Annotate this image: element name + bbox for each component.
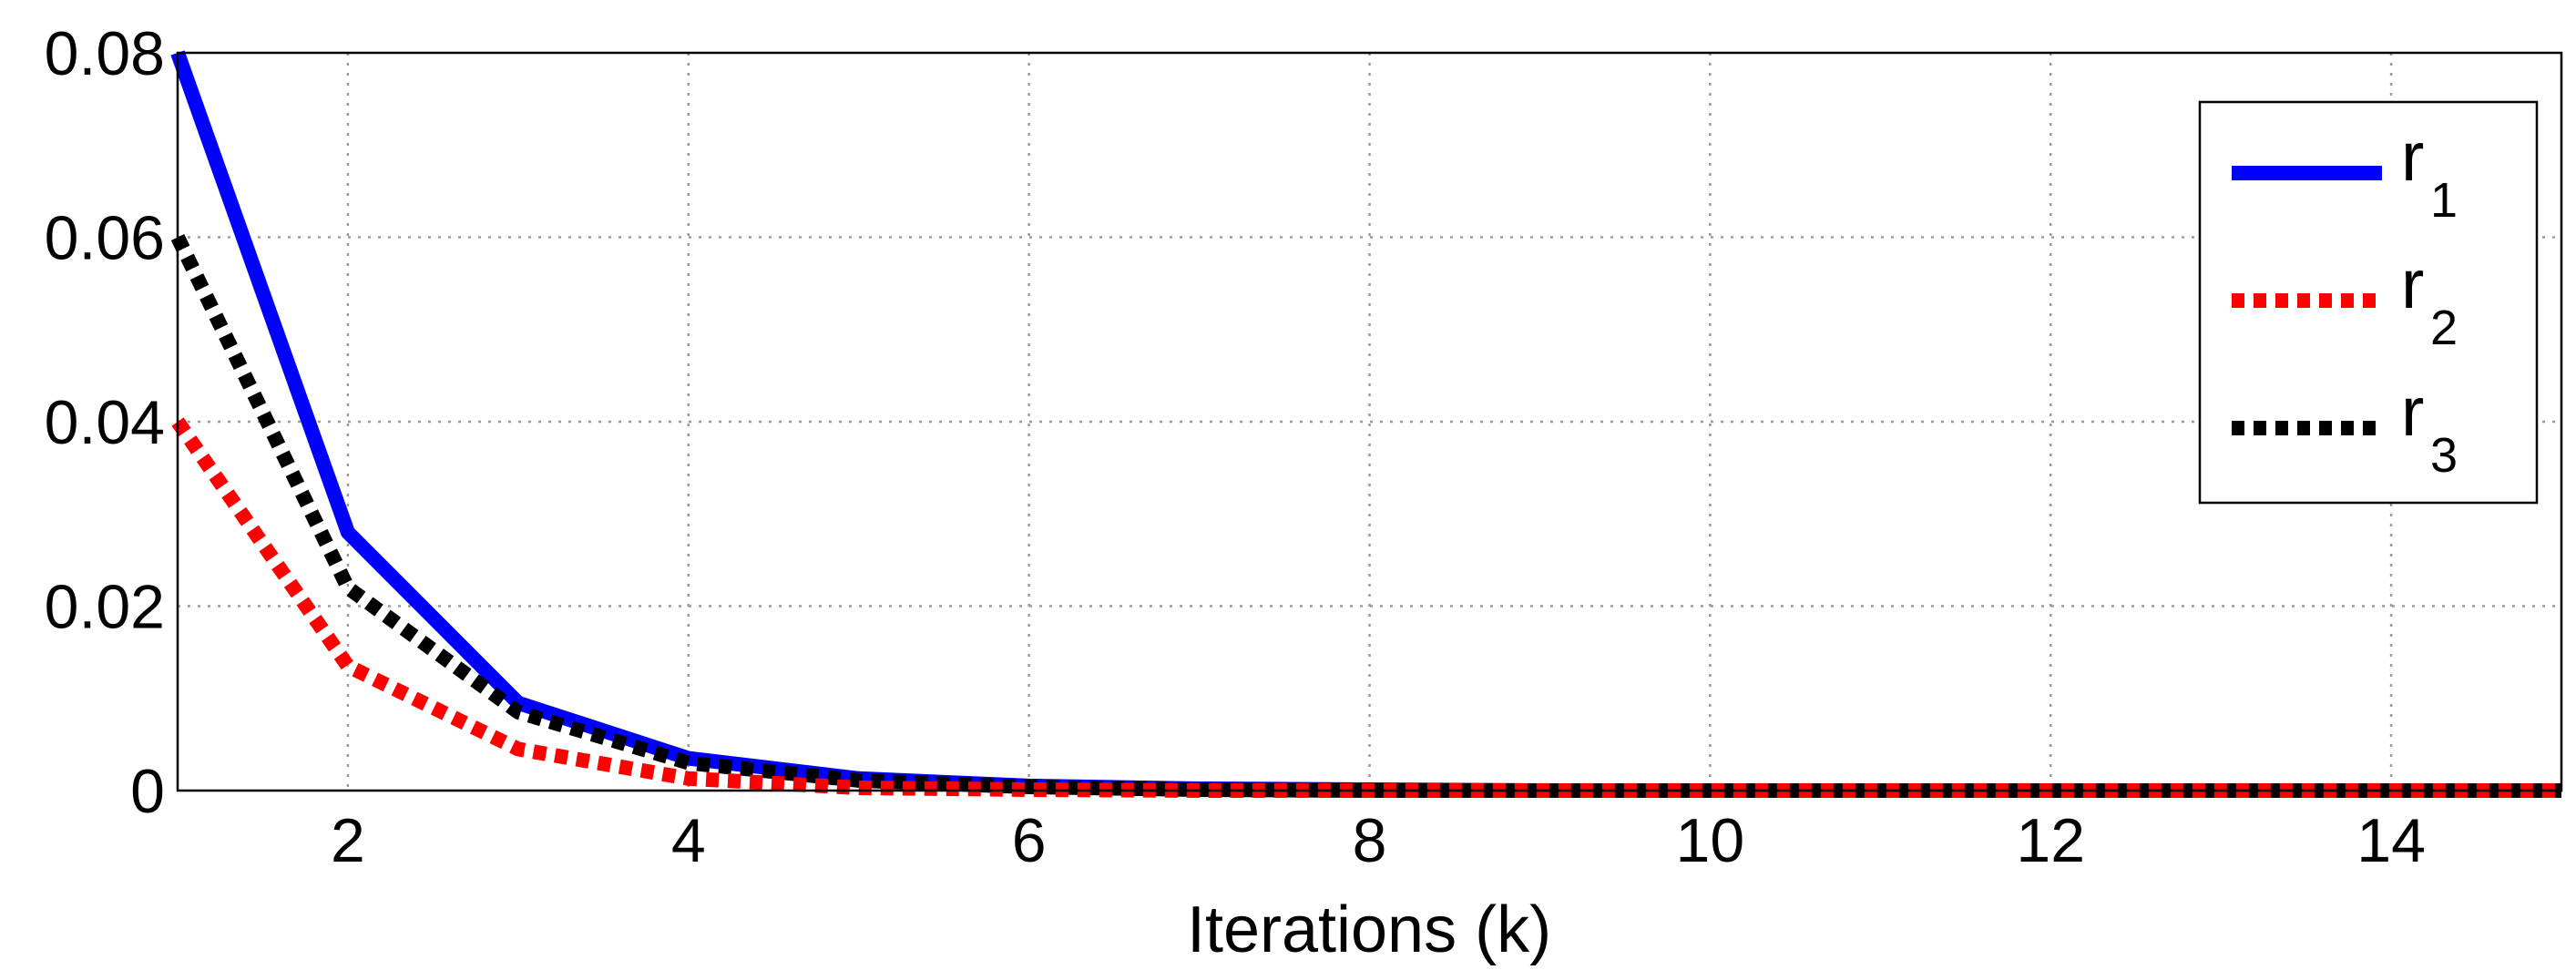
y-tick-label: 0.08: [45, 19, 165, 88]
legend-label-r2: r: [2401, 246, 2424, 323]
y-tick-label: 0: [130, 757, 165, 826]
legend-subscript-r1: 1: [2430, 173, 2458, 228]
x-tick-label: 12: [2016, 806, 2085, 875]
tick-labels: 2 4 6 8 10 12 14 0 0.02 0.04 0.06 0.08: [45, 19, 2426, 875]
y-tick-label: 0.04: [45, 388, 165, 457]
x-tick-label: 6: [1012, 806, 1047, 875]
plot-frame: [176, 51, 2563, 792]
x-axis-label: Iterations (k): [1187, 893, 1551, 966]
x-tick-label: 10: [1676, 806, 1745, 875]
x-tick-label: 14: [2356, 806, 2426, 875]
legend-subscript-r2: 2: [2430, 301, 2458, 355]
y-tick-label: 0.06: [45, 204, 165, 273]
x-tick-label: 8: [1353, 806, 1387, 875]
x-tick-label: 2: [331, 806, 365, 875]
legend-label-r1: r: [2401, 118, 2424, 196]
legend-label-r3: r: [2401, 373, 2424, 451]
legend-subscript-r3: 3: [2430, 428, 2458, 483]
y-tick-label: 0.02: [45, 573, 165, 642]
x-tick-label: 4: [671, 806, 706, 875]
